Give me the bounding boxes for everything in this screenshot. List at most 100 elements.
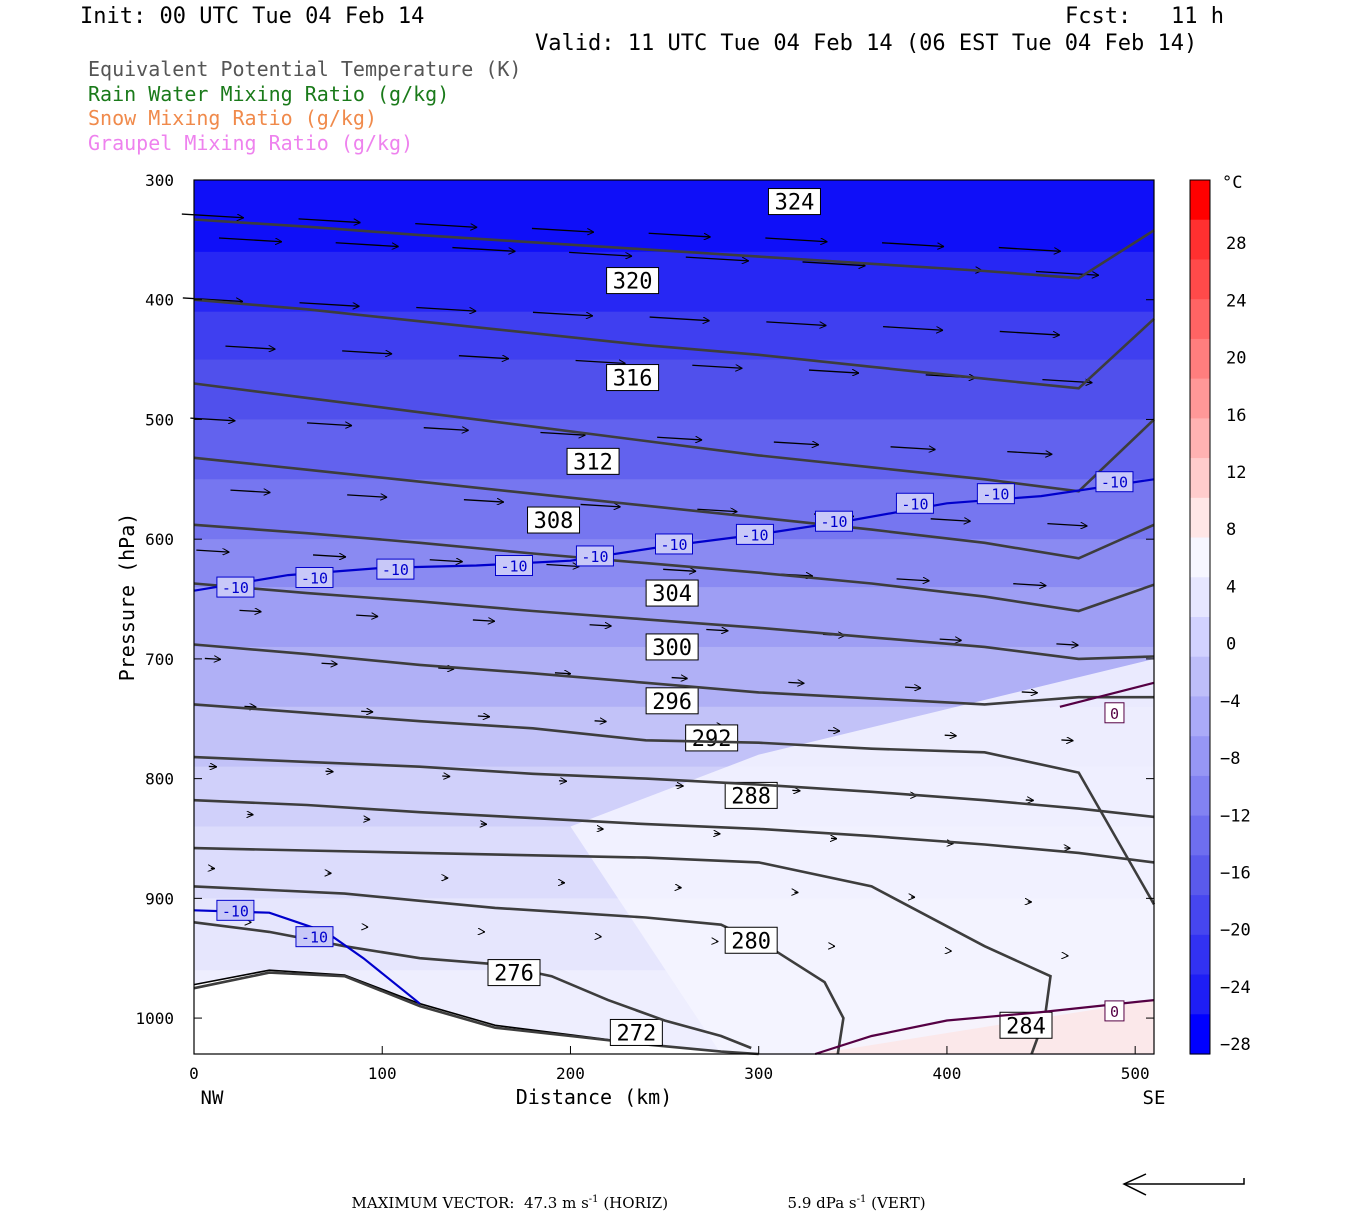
- max-vector-vert: 5.9 dPa s-1 (VERT): [778, 1176, 926, 1212]
- x-tick-label: 300: [744, 1064, 773, 1083]
- colorbar-label: 20: [1226, 349, 1246, 369]
- colorbar-swatch: [1190, 259, 1210, 299]
- colorbar-label: −24: [1220, 978, 1251, 998]
- y-tick-label: 300: [145, 171, 174, 190]
- isentrope-label: 308: [534, 509, 574, 534]
- x-tick-label: 100: [368, 1064, 397, 1083]
- colorbar-swatch: [1190, 816, 1210, 856]
- wind-arrow: [595, 721, 607, 722]
- colorbar-label: 0: [1226, 635, 1236, 655]
- isentrope-label: 288: [731, 784, 771, 809]
- colorbar-swatch: [1190, 458, 1210, 498]
- y-tick-label: 500: [145, 410, 174, 429]
- colorbar-label: −4: [1220, 692, 1240, 712]
- shading-band: [194, 360, 1154, 421]
- x-end-right: SE: [1143, 1087, 1166, 1109]
- colorbar-swatch: [1190, 975, 1210, 1015]
- reference-vector-arrow: [1118, 1170, 1250, 1200]
- isentrope-label: 320: [613, 270, 653, 295]
- isentrope-label: 312: [573, 450, 613, 475]
- isotherm-label: -10: [741, 526, 768, 544]
- isentrope-label: 296: [652, 690, 692, 715]
- isotherm-label: -10: [660, 536, 687, 554]
- isotherm-label: -10: [901, 495, 928, 513]
- colorbar-swatch: [1190, 180, 1210, 220]
- colorbar-swatch: [1190, 657, 1210, 697]
- colorbar-swatch: [1190, 935, 1210, 975]
- colorbar-swatch: [1190, 696, 1210, 736]
- colorbar-swatch: [1190, 855, 1210, 895]
- x-axis-title: Distance (km): [516, 1085, 673, 1109]
- isentrope-label: 292: [692, 727, 732, 752]
- colorbar-swatch: [1190, 498, 1210, 538]
- colorbar-swatch: [1190, 538, 1210, 578]
- isotherm-label: -10: [982, 486, 1009, 504]
- max-vector-label: MAXIMUM VECTOR: 47.3 m s-1 (HORIZ): [342, 1176, 668, 1212]
- colorbar-swatch: [1190, 220, 1210, 260]
- colorbar-swatch: [1190, 617, 1210, 657]
- isentrope-label: 272: [616, 1021, 656, 1046]
- colorbar-swatch: [1190, 379, 1210, 419]
- wind-arrow: [945, 735, 957, 736]
- colorbar-label: −16: [1220, 863, 1251, 883]
- wind-arrow: [361, 711, 373, 712]
- x-end-left: NW: [201, 1087, 224, 1109]
- colorbar-label: 28: [1226, 234, 1246, 254]
- cross-section-chart: 2722762802842882922963003043083123163203…: [0, 0, 1350, 1170]
- colorbar-swatch: [1190, 299, 1210, 339]
- shading-band: [194, 419, 1154, 480]
- y-tick-label: 700: [145, 650, 174, 669]
- temperature-shading: [194, 180, 1154, 1055]
- colorbar-label: −8: [1220, 749, 1240, 769]
- colorbar-label: −28: [1220, 1035, 1251, 1055]
- colorbar-label: −20: [1220, 921, 1251, 941]
- isentrope-label: 300: [652, 636, 692, 661]
- colorbar-swatch: [1190, 776, 1210, 816]
- isotherm-label: -10: [581, 548, 608, 566]
- y-axis-title: Pressure (hPa): [115, 513, 139, 682]
- colorbar-label: 24: [1226, 291, 1246, 311]
- isentrope-label: 280: [731, 929, 771, 954]
- isotherm-label: -10: [382, 561, 409, 579]
- colorbar-swatch: [1190, 339, 1210, 379]
- isotherm-label: -10: [222, 902, 249, 920]
- wind-arrow: [1061, 740, 1073, 741]
- isotherm-label: -10: [1101, 474, 1128, 492]
- y-tick-label: 900: [145, 889, 174, 908]
- isentrope-label: 276: [494, 962, 534, 987]
- x-tick-label: 200: [556, 1064, 585, 1083]
- shading-band: [194, 252, 1154, 313]
- y-tick-label: 600: [145, 530, 174, 549]
- colorbar-label: 16: [1226, 406, 1246, 426]
- isentrope-label: 316: [613, 367, 653, 392]
- colorbar-swatch: [1190, 577, 1210, 617]
- isentrope-label: 304: [652, 582, 692, 607]
- wind-arrow: [478, 716, 490, 717]
- y-tick-label: 400: [145, 291, 174, 310]
- isentrope-label: 324: [775, 191, 815, 216]
- wind-arrow: [828, 730, 840, 731]
- y-tick-label: 800: [145, 770, 174, 789]
- colorbar-swatch: [1190, 895, 1210, 935]
- colorbar-label: 8: [1226, 520, 1236, 540]
- colorbar-swatch: [1190, 1014, 1210, 1054]
- colorbar-label: 4: [1226, 577, 1236, 597]
- colorbar-label: 12: [1226, 463, 1246, 483]
- colorbar-unit: °C: [1222, 173, 1242, 193]
- isotherm-label: -10: [301, 929, 328, 947]
- shading-band: [194, 180, 1154, 253]
- x-tick-label: 0: [189, 1064, 199, 1083]
- colorbar-swatch: [1190, 736, 1210, 776]
- isotherm-label: 0: [1110, 1003, 1119, 1021]
- colorbar-swatch: [1190, 418, 1210, 458]
- y-tick-label: 1000: [135, 1009, 174, 1028]
- isotherm-label: -10: [500, 558, 527, 576]
- isotherm-label: -10: [301, 569, 328, 587]
- x-tick-label: 500: [1121, 1064, 1150, 1083]
- isotherm-label: -10: [820, 513, 847, 531]
- x-tick-label: 400: [932, 1064, 961, 1083]
- isotherm-label: -10: [222, 579, 249, 597]
- isentrope-label: 284: [1006, 1014, 1046, 1039]
- isotherm-label: 0: [1110, 705, 1119, 723]
